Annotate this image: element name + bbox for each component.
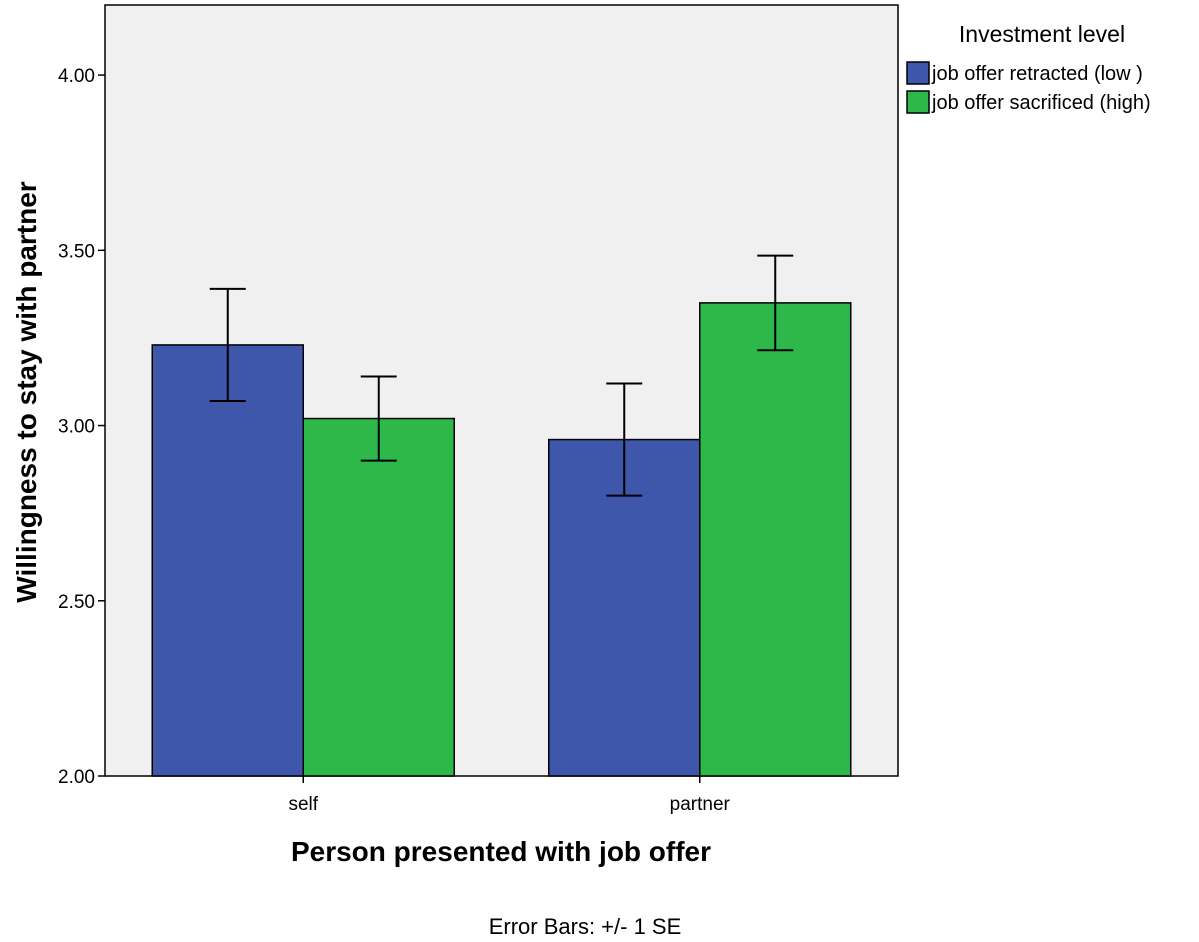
legend: Investment level job offer retracted (lo… bbox=[906, 21, 1151, 114]
x-axis: self partner bbox=[288, 776, 731, 815]
x-axis-title: Person presented with job offer bbox=[291, 836, 711, 867]
legend-items: job offer retracted (low ) job offer sacr… bbox=[906, 61, 1151, 114]
y-tick-label-4.00: 4.00 bbox=[58, 66, 95, 87]
legend-title: Investment level bbox=[959, 21, 1125, 47]
y-tick-label-2.00: 2.00 bbox=[58, 767, 95, 788]
x-tick-label-partner: partner bbox=[670, 794, 731, 815]
y-tick-label-3.50: 3.50 bbox=[58, 241, 95, 262]
legend-swatch-series-2 bbox=[906, 90, 930, 114]
y-axis-title: Willingness to stay with partner bbox=[11, 181, 42, 602]
bars-layer bbox=[151, 302, 852, 777]
bar-self-series-2 bbox=[302, 417, 455, 777]
error-bars-layer bbox=[209, 254, 794, 497]
y-tick-label-3.00: 3.00 bbox=[58, 417, 95, 438]
error-bars-note: Error Bars: +/- 1 SE bbox=[489, 914, 682, 939]
bar-self-series-1 bbox=[151, 344, 304, 777]
bar-partner-series-2 bbox=[699, 302, 852, 777]
legend-label-series-1: job offer retracted (low ) bbox=[931, 63, 1143, 85]
y-tick-label-2.50: 2.50 bbox=[58, 592, 95, 613]
y-axis: 2.00 2.50 3.00 3.50 4.00 bbox=[58, 66, 105, 788]
legend-label-series-2: job offer sacrificed (high) bbox=[931, 92, 1151, 114]
x-tick-label-self: self bbox=[288, 794, 318, 815]
legend-swatch-series-1 bbox=[906, 61, 930, 85]
